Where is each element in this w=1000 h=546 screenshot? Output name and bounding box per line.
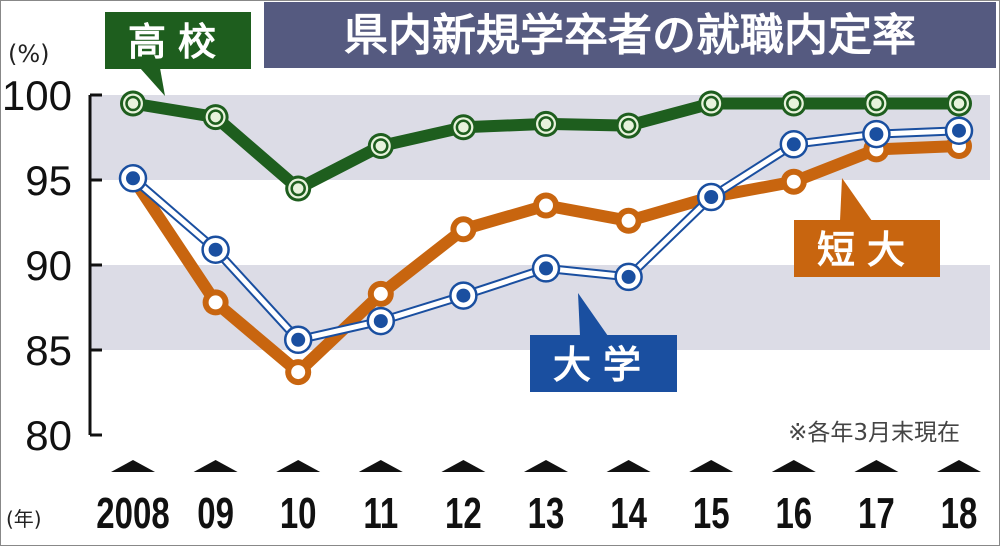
legend-juniorcollege: 短大 — [794, 178, 940, 277]
data-point-center — [621, 269, 636, 284]
legend-highschool: 高校 — [105, 12, 251, 96]
data-point-center — [208, 295, 223, 310]
x-tick-marker — [276, 460, 321, 472]
data-point-center — [291, 365, 306, 380]
x-tick-marker — [111, 460, 155, 472]
y-tick-label: 100 — [2, 72, 72, 119]
x-tick-label: 15 — [693, 490, 730, 539]
legend-label-university: 大学 — [553, 343, 653, 387]
data-point-center — [373, 314, 388, 329]
x-tick-label: 10 — [280, 490, 317, 539]
data-point-center — [291, 332, 306, 347]
x-axis-unit: (年) — [6, 507, 42, 531]
data-point-center — [952, 123, 966, 138]
data-point-ring — [703, 95, 719, 112]
data-point-center — [786, 174, 801, 189]
data-point-ring — [786, 95, 802, 112]
x-tick-label: 09 — [197, 490, 234, 539]
chart-title: 県内新規学卒者の就職内定率 — [344, 10, 916, 61]
x-tick-label: 11 — [363, 490, 398, 539]
x-tick-label: 17 — [858, 490, 895, 539]
legend-label-juniorcollege: 短大 — [817, 228, 917, 272]
data-point-ring — [951, 95, 967, 112]
data-point-ring — [538, 116, 554, 132]
data-point-center — [704, 190, 719, 204]
x-tick-marker — [358, 460, 403, 472]
data-point-center — [869, 127, 884, 142]
x-tick-marker — [937, 460, 981, 472]
y-tick-label: 90 — [25, 242, 72, 289]
chart-note: ※各年3月末現在 — [788, 420, 960, 446]
x-tick-label: 14 — [610, 490, 647, 539]
x-tick-label: 2008 — [96, 490, 169, 539]
x-tick-marker — [441, 460, 486, 472]
data-point-center — [539, 198, 553, 213]
data-point-ring — [373, 138, 389, 154]
data-point-center — [126, 171, 140, 186]
x-tick-label: 18 — [941, 490, 978, 539]
x-tick-label: 13 — [528, 490, 565, 539]
data-point-ring — [125, 95, 141, 112]
y-tick-label: 95 — [25, 157, 72, 204]
x-tick-marker — [193, 460, 238, 472]
x-tick-marker — [854, 460, 899, 472]
data-point-center — [621, 213, 636, 228]
data-point-ring — [455, 119, 472, 136]
x-tick-marker — [606, 460, 651, 472]
x-tick-marker — [524, 460, 568, 472]
x-tick-label: 12 — [445, 490, 482, 539]
y-tick-label: 80 — [25, 412, 72, 459]
data-point-ring — [620, 117, 637, 134]
legend-university: 大学 — [530, 293, 677, 392]
data-point-center — [456, 288, 471, 303]
x-tick-marker — [771, 460, 816, 472]
data-point-center — [208, 242, 223, 257]
y-tick-label: 85 — [25, 327, 72, 374]
x-tick-marker — [689, 460, 734, 472]
data-point-ring — [290, 180, 306, 197]
data-point-center — [456, 222, 471, 237]
x-tick-label: 16 — [775, 490, 812, 539]
y-axis-unit: (%) — [8, 40, 50, 68]
title-background — [264, 2, 996, 68]
data-point-center — [786, 137, 801, 152]
data-point-center — [373, 286, 388, 301]
data-point-ring — [868, 95, 885, 112]
data-point-center — [539, 261, 553, 276]
legend-label-highschool: 高校 — [128, 20, 228, 64]
data-point-ring — [207, 109, 224, 125]
